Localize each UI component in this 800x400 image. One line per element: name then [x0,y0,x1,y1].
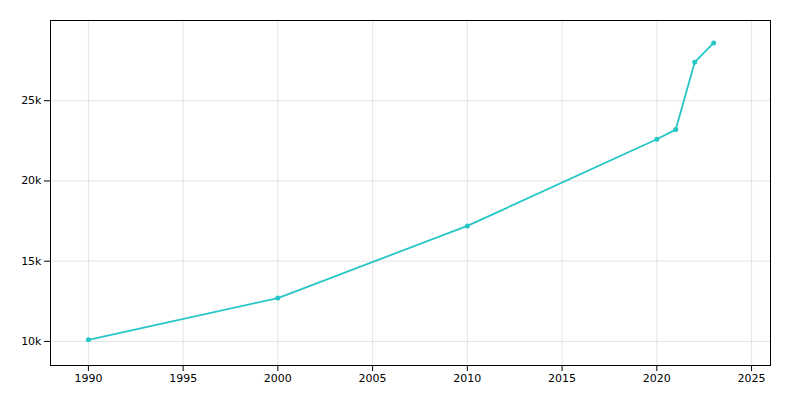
svg-text:20k: 20k [21,174,42,187]
svg-text:10k: 10k [21,335,42,348]
svg-text:2025: 2025 [738,372,766,385]
svg-text:2015: 2015 [548,372,576,385]
svg-text:2000: 2000 [264,372,292,385]
svg-text:2010: 2010 [453,372,481,385]
svg-text:1995: 1995 [169,372,197,385]
svg-text:25k: 25k [21,94,42,107]
svg-text:15k: 15k [21,255,42,268]
svg-text:1990: 1990 [74,372,102,385]
svg-text:2020: 2020 [643,372,671,385]
svg-text:2005: 2005 [359,372,387,385]
